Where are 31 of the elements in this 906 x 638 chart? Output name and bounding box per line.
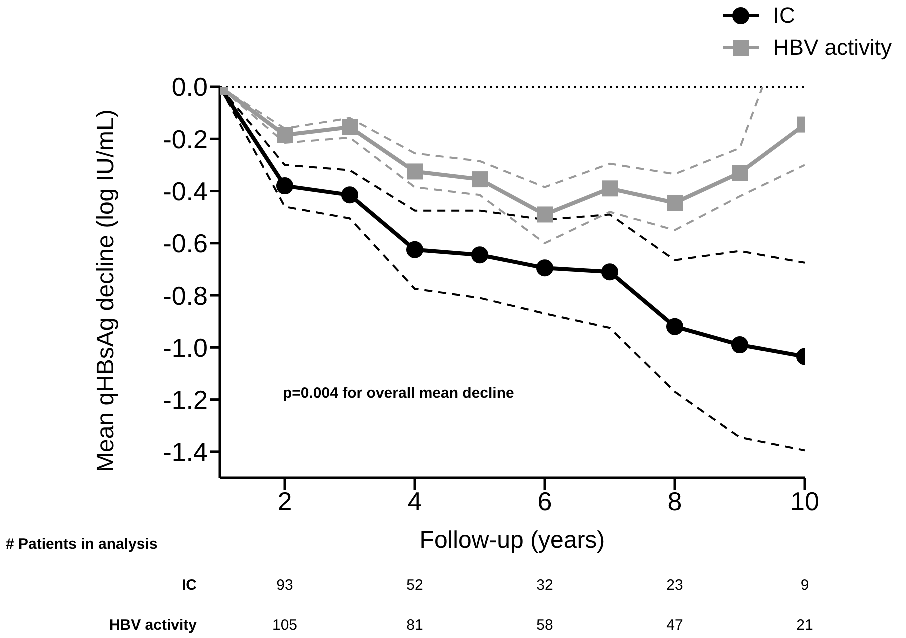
text: 32 [536, 577, 554, 594]
text: HBV activity [109, 617, 198, 634]
y-tick-label: -0.6 [163, 228, 208, 259]
y-tick-label: -0.4 [163, 176, 208, 206]
text: 47 [666, 617, 684, 634]
y-axis-title: Mean qHBsAg decline (log IU/mL) [92, 110, 120, 472]
text: 52 [406, 577, 424, 594]
text: 81 [406, 617, 424, 634]
text: # Patients in analysis [6, 536, 158, 553]
text: 58 [536, 617, 554, 634]
text: 9 [800, 577, 810, 594]
y-tick-label: -1.2 [163, 385, 208, 416]
text: 21 [796, 617, 814, 634]
x-axis-title: Follow-up (years) [420, 527, 606, 554]
y-tick-label: -1.4 [163, 437, 208, 468]
x-tick-label: 6 [538, 486, 552, 516]
text: IC [182, 577, 198, 594]
x-tick-label: 2 [278, 486, 292, 516]
legend-label: IC [773, 3, 796, 29]
y-tick-label: -1.0 [163, 332, 208, 363]
text: 23 [666, 577, 684, 594]
annotation: p=0.004 for overall mean decline [283, 385, 514, 402]
y-tick-label: -0.2 [163, 124, 208, 154]
y-tick-label: 0.0 [172, 72, 208, 102]
x-tick-label: 10 [790, 486, 820, 516]
x-tick-label: 8 [668, 486, 682, 516]
x-tick-label: 4 [408, 486, 422, 516]
text: 93 [276, 577, 294, 594]
text: 105 [272, 617, 298, 634]
y-tick-label: -0.8 [163, 280, 208, 311]
legend-label: HBV activity [773, 35, 892, 61]
